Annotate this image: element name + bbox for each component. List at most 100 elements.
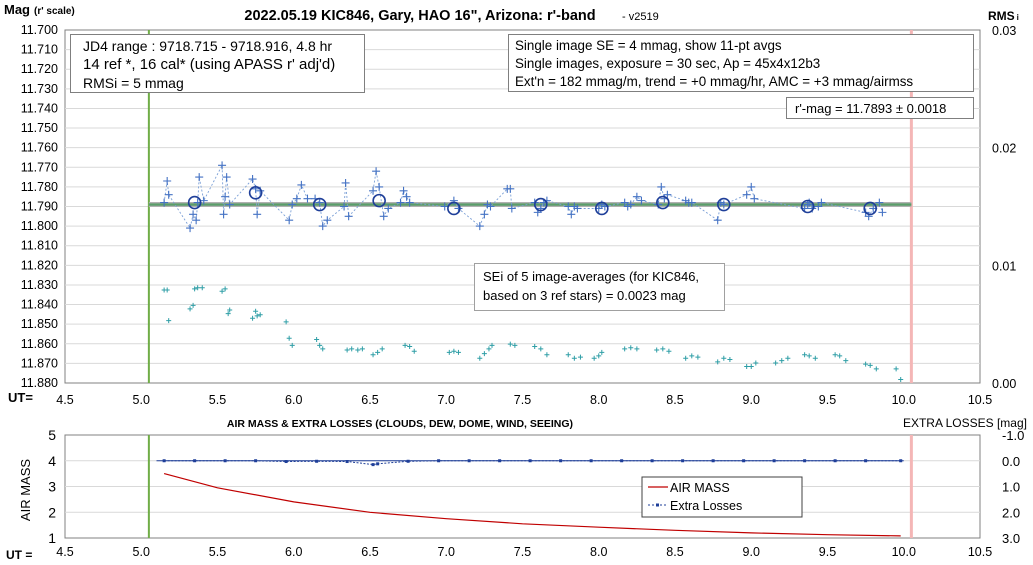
rms-point <box>591 355 597 361</box>
single-image-point <box>369 186 378 195</box>
rms-point <box>727 356 733 362</box>
rms-point <box>314 336 320 342</box>
extra-losses-point <box>437 459 441 463</box>
extra-losses-point <box>467 459 471 463</box>
rms-point <box>538 346 544 352</box>
upper-xtick-label: 4.5 <box>56 393 73 407</box>
upper-xtick-label: 8.5 <box>666 393 683 407</box>
upper-y2tick-label: 0.02 <box>992 142 1016 156</box>
extra-losses-point <box>498 459 502 463</box>
rms-point <box>320 346 326 352</box>
single-image-point <box>402 192 411 201</box>
average-point <box>187 195 202 210</box>
upper-ylabel: Mag (r' scale) <box>4 2 75 17</box>
upper-y2label-main: RMS <box>988 9 1015 23</box>
info-rmsi: RMSi = 5 mmag <box>83 75 184 91</box>
upper-y2label-sub: i <box>1017 13 1019 22</box>
average-point <box>800 199 815 214</box>
upper-ytick-label: 11.700 <box>21 23 58 37</box>
rms-point <box>370 352 376 358</box>
rms-point <box>843 358 849 364</box>
upper-ytick-label: 11.790 <box>21 200 58 214</box>
upper-xtick-label: 5.5 <box>209 393 226 407</box>
single-image-point <box>742 190 751 199</box>
rms-point <box>660 346 666 352</box>
extra-losses-point <box>864 459 868 463</box>
lower-y2tick-label: 1.0 <box>1002 480 1020 495</box>
single-image-point <box>288 200 297 209</box>
upper-ytick-label: 11.760 <box>21 141 58 155</box>
rms-point <box>402 342 408 348</box>
single-image-point <box>507 204 516 213</box>
rms-point <box>867 362 873 368</box>
lower-y2tick-label: 2.0 <box>1002 505 1020 520</box>
sei-box: SEi of 5 image-averages (for KIC846, bas… <box>474 263 725 311</box>
single-image-point <box>475 222 484 231</box>
upper-ytick-label: 11.870 <box>21 356 58 370</box>
extra-losses-point <box>223 459 227 463</box>
single-image-point <box>323 216 332 225</box>
single-image-point <box>192 216 201 225</box>
rms-point <box>873 366 879 372</box>
upper-ytick-label: 11.850 <box>21 317 58 331</box>
rms-point <box>190 302 196 308</box>
single-image-point <box>405 198 414 207</box>
upper-ytick-label: 11.830 <box>21 278 58 292</box>
info-single-image-se: Single image SE = 4 mmag, show 11-pt avg… <box>515 38 782 53</box>
average-point <box>533 197 548 212</box>
upper-xtick-label: 10.0 <box>892 393 916 407</box>
lower-xtick-label: 5.5 <box>209 545 226 559</box>
upper-xtick-label: 10.5 <box>968 393 992 407</box>
rms-point <box>837 353 843 359</box>
rms-point <box>286 335 292 341</box>
single-image-point <box>506 184 515 193</box>
single-image-point <box>225 200 234 209</box>
upper-chart-title: 2022.05.19 KIC846, Gary, HAO 16", Arizon… <box>244 8 595 24</box>
rms-point <box>411 348 417 354</box>
rms-point <box>571 355 577 361</box>
single-image-point <box>340 202 349 211</box>
single-image-point <box>189 210 198 219</box>
single-image-point <box>379 212 388 221</box>
extra-losses-line <box>164 460 901 466</box>
upper-ytick-label: 11.810 <box>21 239 58 253</box>
rms-point <box>507 341 513 347</box>
single-image-point <box>567 210 576 219</box>
legend-airmass-label: AIR MASS <box>670 481 730 495</box>
upper-ytick-label: 11.780 <box>21 180 58 194</box>
extra-losses-point <box>345 460 349 464</box>
upper-ytick-label: 11.740 <box>21 101 58 115</box>
extra-losses-point <box>742 459 746 463</box>
extra-losses-point <box>559 459 563 463</box>
extra-losses-point <box>406 459 410 463</box>
upper-ytick-label: 11.710 <box>21 43 58 57</box>
info-jd-range: JD4 range : 9718.715 - 9718.916, 4.8 hr <box>83 38 333 54</box>
rms-point <box>654 347 660 353</box>
upper-ytick-label: 11.730 <box>21 82 58 96</box>
rms-point <box>222 286 228 292</box>
info-box-right: Single image SE = 4 mmag, show 11-pt avg… <box>508 34 974 92</box>
rms-point <box>634 346 640 352</box>
rms-point <box>512 342 518 348</box>
single-image-point <box>687 198 696 207</box>
rms-point <box>622 346 628 352</box>
rms-point <box>446 349 452 355</box>
lower-y2tick-label: -1.0 <box>1002 428 1024 443</box>
lower-xtick-label: 10.0 <box>892 545 916 559</box>
rms-point <box>863 361 869 367</box>
rms-point <box>375 349 381 355</box>
single-image-point <box>750 194 759 203</box>
rms-point <box>596 353 602 359</box>
rms-point <box>689 353 695 359</box>
lower-xtick-label: 9.5 <box>819 545 836 559</box>
rms-point <box>599 349 605 355</box>
single-image-point <box>396 198 405 207</box>
extra-losses-point <box>803 459 807 463</box>
lower-ytick-label: 1 <box>48 530 56 546</box>
rms-point <box>577 354 583 360</box>
upper-ylabel-sub: (r' scale) <box>34 6 75 17</box>
rms-point <box>481 351 487 357</box>
rms-point <box>748 364 754 370</box>
rms-point <box>166 318 172 324</box>
average-point <box>655 195 670 210</box>
